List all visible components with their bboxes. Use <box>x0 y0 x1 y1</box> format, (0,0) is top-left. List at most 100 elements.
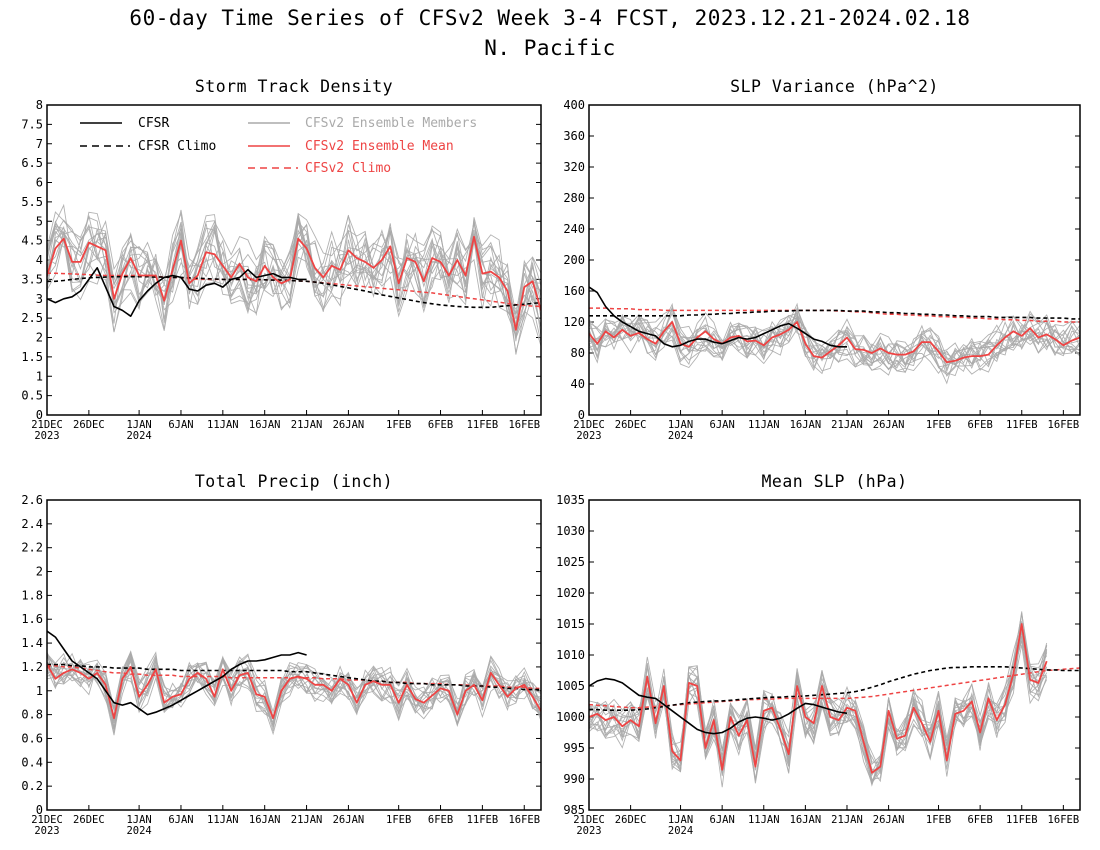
x-tick-label: 11JAN <box>207 814 239 826</box>
x-tick-label: 11FEB <box>467 419 499 431</box>
x-tick-label: 11FEB <box>467 814 499 826</box>
legend-label-ens-mean: CFSv2 Ensemble Mean <box>305 139 454 154</box>
y-tick-label: 2 <box>36 331 43 345</box>
ensemble-member-line <box>589 315 1080 376</box>
series-line-cfsr-climo <box>47 275 541 309</box>
plot-frame <box>588 499 1081 811</box>
ensemble-member-line <box>47 203 541 331</box>
y-tick-label: 1005 <box>556 679 585 693</box>
y-tick-label: 0.8 <box>21 708 43 722</box>
x-tick-label: 16FEB <box>508 419 540 431</box>
x-tick-label: 26DEC <box>73 419 105 431</box>
x-tick-label: 6FEB <box>428 814 453 826</box>
x-tick-label: 6JAN <box>168 419 193 431</box>
series-line-cfsr <box>589 677 848 735</box>
x-tick-label: 16FEB <box>508 814 540 826</box>
series-line-ens-mean <box>589 623 1048 774</box>
x-year-label: 2023 <box>34 430 59 442</box>
y-tick-label: 80 <box>571 346 585 360</box>
x-tick-label: 21JAN <box>831 419 863 431</box>
figure-subtitle: N. Pacific <box>484 36 615 60</box>
x-tick-label: 16JAN <box>249 419 281 431</box>
y-tick-label: 0 <box>578 408 585 422</box>
y-tick-label: 0.2 <box>21 779 43 793</box>
x-tick-label: 26DEC <box>73 814 105 826</box>
y-tick-label: 1.2 <box>21 660 43 674</box>
legend-label-cfsv2-climo: CFSv2 Climo <box>305 161 391 176</box>
y-tick-label: 1.4 <box>21 636 43 650</box>
y-tick-label: 1035 <box>556 493 585 507</box>
y-tick-label: 0 <box>36 408 43 422</box>
ensemble-member-line <box>47 652 541 727</box>
y-tick-label: 1.8 <box>21 588 43 602</box>
y-tick-label: 5.5 <box>21 195 43 209</box>
ensemble-member-line <box>589 636 1048 780</box>
x-tick-label: 6FEB <box>967 814 992 826</box>
x-tick-label: 26JAN <box>333 419 365 431</box>
x-tick-label: 11FEB <box>1006 419 1038 431</box>
series-line-ens-mean <box>47 664 541 720</box>
panel-title: Mean SLP (hPa) <box>761 472 907 491</box>
y-tick-label: 6.5 <box>21 156 43 170</box>
y-tick-label: 7 <box>36 137 43 151</box>
y-tick-label: 3.5 <box>21 272 43 286</box>
x-year-label: 2023 <box>34 825 59 837</box>
y-tick-label: 8 <box>36 98 43 112</box>
y-tick-label: 0 <box>36 803 43 817</box>
x-tick-label: 21JAN <box>291 814 323 826</box>
legend-label-cfsr: CFSR <box>138 116 169 131</box>
panel-mean-slp: Mean SLP (hPa) 985 990 995 1000 1005 1010 1015 1… <box>556 472 1081 837</box>
x-tick-label: 6JAN <box>710 419 735 431</box>
x-tick-label: 21JAN <box>291 419 323 431</box>
x-tick-label: 26JAN <box>333 814 365 826</box>
y-tick-label: 280 <box>563 191 585 205</box>
y-tick-label: 320 <box>563 160 585 174</box>
y-tick-label: 160 <box>563 284 585 298</box>
x-tick-label: 11JAN <box>748 814 780 826</box>
x-tick-label: 16FEB <box>1048 814 1080 826</box>
y-tick-label: 360 <box>563 129 585 143</box>
y-tick-label: 1010 <box>556 648 585 662</box>
y-tick-label: 995 <box>563 741 585 755</box>
x-tick-label: 1FEB <box>386 419 411 431</box>
series-line-cfsr-climo <box>589 665 1080 712</box>
x-tick-label: 21DEC <box>573 814 605 826</box>
x-tick-label: 6JAN <box>168 814 193 826</box>
panel-slp-variance: SLP Variance (hPa^2) 0 40 80 120 160 200 240 280… <box>563 77 1081 442</box>
y-tick-label: 2.5 <box>21 311 43 325</box>
y-tick-label: 0.5 <box>21 389 43 403</box>
x-tick-label: 21JAN <box>831 814 863 826</box>
x-tick-label: 6FEB <box>967 419 992 431</box>
y-tick-label: 5 <box>36 214 43 228</box>
ensemble-member-line <box>589 631 1048 767</box>
x-tick-label: 26JAN <box>873 419 905 431</box>
x-tick-label: 1FEB <box>386 814 411 826</box>
y-tick-label: 1 <box>36 684 43 698</box>
y-tick-label: 120 <box>563 315 585 329</box>
y-tick-label: 2 <box>36 565 43 579</box>
y-tick-label: 4.5 <box>21 234 43 248</box>
y-tick-label: 1030 <box>556 524 585 538</box>
x-tick-label: 26JAN <box>873 814 905 826</box>
x-tick-label: 11JAN <box>748 419 780 431</box>
y-tick-label: 985 <box>563 803 585 817</box>
y-tick-label: 2.2 <box>21 541 43 555</box>
x-tick-label: 16JAN <box>249 814 281 826</box>
x-tick-label: 16JAN <box>790 419 822 431</box>
ensemble-member-line <box>47 652 541 730</box>
figure-title: 60-day Time Series of CFSv2 Week 3-4 FCS… <box>129 6 970 30</box>
x-year-label: 2024 <box>668 430 693 442</box>
x-tick-label: 1FEB <box>926 814 951 826</box>
plot-frame <box>46 499 542 811</box>
y-tick-label: 200 <box>563 253 585 267</box>
x-tick-label: 1JAN <box>668 814 693 826</box>
panel-storm-track-density: Storm Track Density 0 0.5 1 1.5 2 2.5 3 3.5 4 4.5 5… <box>21 77 542 442</box>
y-tick-label: 1 <box>36 369 43 383</box>
ensemble-member-line <box>47 650 541 728</box>
x-year-label: 2023 <box>576 825 601 837</box>
y-tick-label: 3 <box>36 292 43 306</box>
series-line-cfsr <box>589 286 847 348</box>
y-tick-label: 240 <box>563 222 585 236</box>
ensemble-member-line <box>589 313 1080 372</box>
